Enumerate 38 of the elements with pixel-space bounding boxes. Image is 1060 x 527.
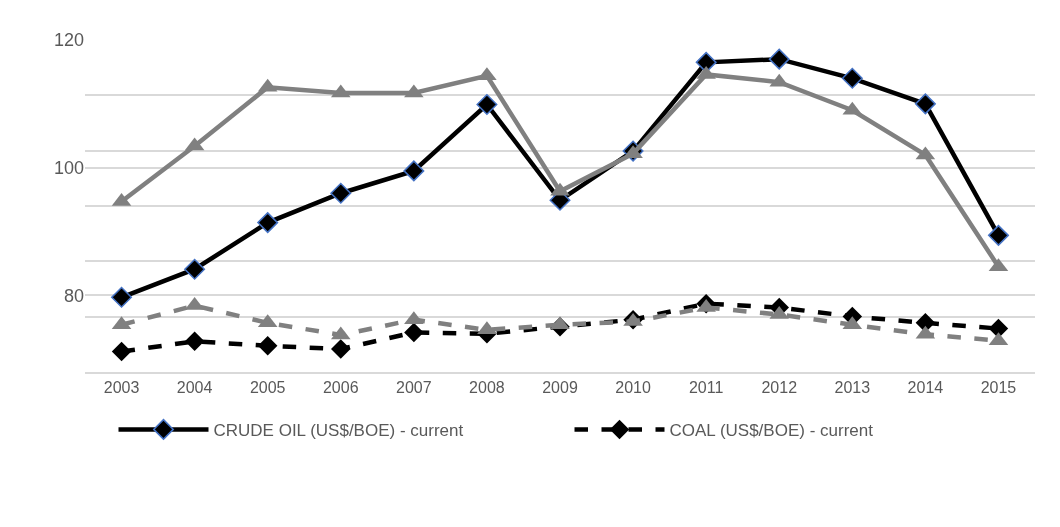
x-tick-label: 2012 — [761, 378, 798, 396]
point — [404, 84, 424, 98]
point — [404, 322, 424, 343]
point — [331, 339, 351, 359]
point — [914, 93, 936, 115]
point — [841, 67, 863, 89]
legend-label: CRUDE OIL (US$/BOE) - current — [213, 421, 464, 441]
point — [695, 51, 717, 73]
x-tick-label: 2004 — [176, 378, 213, 396]
x-tick-label: 2011 — [688, 378, 724, 396]
x-tick-label: 2005 — [249, 378, 286, 396]
point — [476, 93, 498, 115]
x-tick-label: 2010 — [615, 378, 651, 396]
point — [184, 331, 205, 352]
x-tick-label: 2013 — [834, 378, 871, 396]
point — [987, 224, 1009, 246]
point — [696, 65, 716, 79]
point — [111, 286, 133, 308]
point — [477, 321, 497, 335]
x-tick-label: 2003 — [103, 378, 140, 396]
point — [257, 212, 279, 234]
x-tick-label: 2006 — [322, 378, 359, 396]
point — [550, 182, 570, 196]
y-tick-label: 120 — [53, 30, 84, 51]
x-tick-label: 2009 — [542, 378, 578, 396]
point — [111, 341, 132, 362]
point — [768, 48, 790, 70]
x-tick-label: 2007 — [396, 378, 432, 396]
y-tick-label: 100 — [53, 157, 84, 178]
point — [257, 336, 278, 356]
point — [330, 182, 352, 204]
y-tick-label: 80 — [63, 285, 84, 306]
x-tick-label: 2008 — [469, 378, 505, 396]
legend-label: COAL (US$/BOE) - current — [669, 421, 874, 441]
x-tick-label: 2015 — [980, 378, 1017, 396]
point — [403, 160, 425, 182]
point — [184, 258, 206, 280]
x-tick-label: 2014 — [907, 378, 944, 396]
